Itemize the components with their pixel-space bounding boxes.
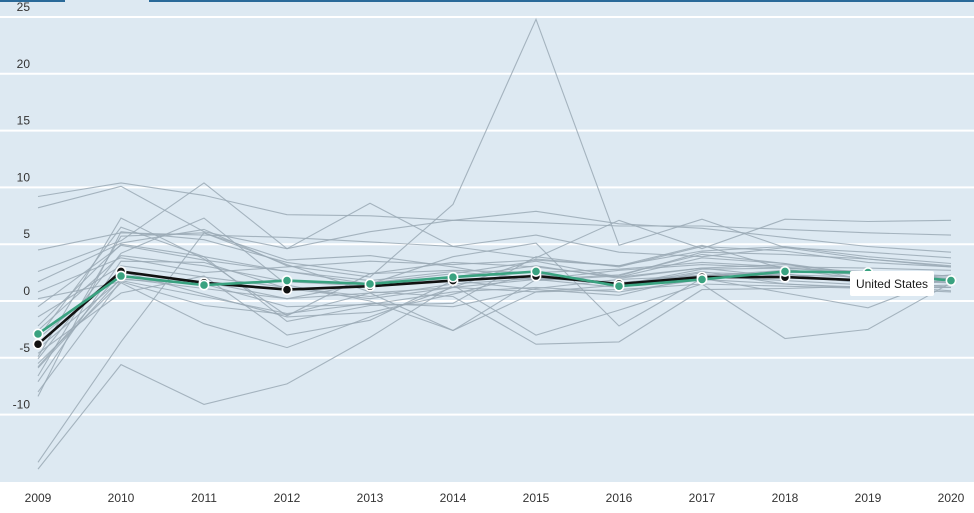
highlighted-point[interactable] bbox=[696, 274, 708, 285]
y-tick-label: -5 bbox=[19, 341, 30, 355]
x-tick-label: 2009 bbox=[25, 491, 52, 505]
highlighted-point[interactable] bbox=[198, 279, 210, 291]
series-line bbox=[37, 245, 952, 293]
x-tick-label: 2018 bbox=[772, 491, 799, 505]
highlighted-point[interactable] bbox=[779, 266, 791, 277]
tooltip-box bbox=[850, 271, 934, 296]
united-states-point[interactable] bbox=[32, 338, 44, 350]
highlighted-series bbox=[32, 266, 957, 350]
x-tick-label: 2016 bbox=[606, 491, 633, 505]
y-tick-label: 15 bbox=[17, 114, 31, 128]
x-tick-label: 2013 bbox=[357, 491, 384, 505]
y-tick-label: 5 bbox=[23, 227, 30, 241]
series-line bbox=[37, 275, 952, 393]
x-axis-tick-labels: 2009 2010 2011 2012 2013 2014 2015 2016 2017 2018… bbox=[25, 491, 965, 505]
x-tick-label: 2011 bbox=[191, 491, 217, 505]
series-line bbox=[37, 260, 952, 383]
highlighted-point[interactable] bbox=[530, 266, 542, 277]
series-line bbox=[37, 182, 952, 236]
y-tick-label: 0 bbox=[23, 284, 30, 298]
x-tick-label: 2014 bbox=[440, 491, 467, 505]
series-line bbox=[37, 231, 952, 397]
series-line bbox=[37, 282, 952, 470]
series-line bbox=[37, 272, 952, 369]
highlighted-point[interactable] bbox=[945, 275, 957, 286]
y-tick-label: 25 bbox=[17, 0, 31, 14]
gridlines bbox=[0, 16, 974, 416]
highlighted-point[interactable] bbox=[364, 278, 376, 290]
series-line bbox=[37, 242, 952, 327]
highlighted-point[interactable] bbox=[115, 270, 127, 282]
plot-background bbox=[0, 0, 974, 482]
x-tick-label: 2015 bbox=[523, 491, 550, 505]
highlighted-line bbox=[37, 270, 952, 335]
highlighted-point[interactable] bbox=[613, 280, 625, 292]
highlighted-point[interactable] bbox=[281, 275, 293, 286]
y-tick-label: 10 bbox=[17, 170, 31, 184]
series-tooltip: United States bbox=[850, 271, 934, 296]
series-line bbox=[37, 182, 952, 273]
top-accent-bar bbox=[149, 0, 974, 2]
top-accent-bar bbox=[0, 0, 65, 2]
series-line bbox=[37, 232, 952, 377]
series-line bbox=[37, 17, 952, 283]
series-line bbox=[37, 281, 952, 332]
y-tick-label: -10 bbox=[13, 398, 31, 412]
x-tick-label: 2010 bbox=[108, 491, 135, 505]
other-series-lines bbox=[37, 17, 952, 470]
united-states-point[interactable] bbox=[281, 284, 293, 296]
series-line bbox=[37, 226, 952, 338]
x-tick-label: 2012 bbox=[274, 491, 301, 505]
x-tick-label: 2017 bbox=[689, 491, 716, 505]
x-tick-label: 2020 bbox=[938, 491, 965, 505]
y-tick-label: 20 bbox=[17, 57, 31, 71]
y-axis-tick-labels: -10 -5 0 5 10 15 20 25 bbox=[13, 0, 31, 412]
highlighted-point[interactable] bbox=[447, 271, 459, 283]
tooltip-label: United States bbox=[856, 277, 928, 291]
series-line bbox=[37, 217, 952, 360]
highlighted-point[interactable] bbox=[32, 328, 44, 340]
x-tick-label: 2019 bbox=[855, 491, 882, 505]
